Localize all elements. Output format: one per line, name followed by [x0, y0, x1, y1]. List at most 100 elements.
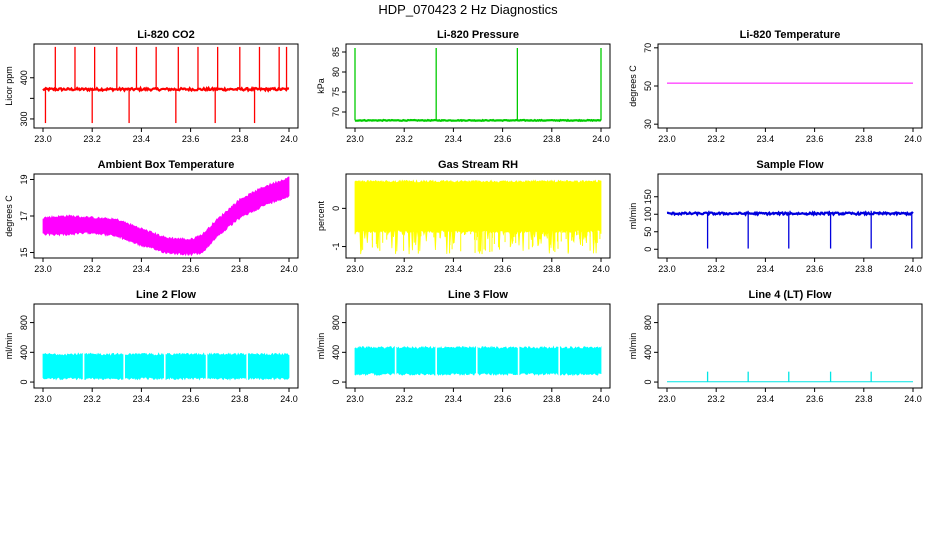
baseline-line: [354, 118, 602, 123]
y-tick-label: 0: [331, 206, 341, 211]
x-tick-label: 23.8: [231, 264, 249, 274]
x-tick-label: 23.4: [133, 394, 151, 404]
panel-9: Line 4 (LT) Flow ml/min 23.0 23.2 23.4 23.6 23…: [628, 289, 923, 404]
y-axis-label: Licor ppm: [4, 66, 14, 106]
x-tick-label: 23.2: [395, 264, 413, 274]
x-tick-label: 23.0: [34, 264, 52, 274]
y-tick-label: 400: [19, 70, 29, 85]
x-tick-label: 23.8: [855, 394, 873, 404]
x-tick-label: 23.0: [658, 264, 676, 274]
y-tick-label: 0: [19, 380, 29, 385]
y-tick-label: 80: [331, 67, 341, 77]
panel-title: Line 2 Flow: [136, 289, 196, 301]
y-tick-label: 70: [331, 107, 341, 117]
x-tick-label: 23.6: [806, 264, 824, 274]
series-ambient-box-temperature: [42, 176, 290, 257]
y-tick-label: 19: [19, 174, 29, 184]
data-band: [354, 179, 602, 255]
x-tick-label: 23.2: [707, 134, 725, 144]
x-tick-label: 24.0: [592, 394, 610, 404]
data-band: [354, 345, 602, 377]
y-axis-label: ml/min: [4, 333, 14, 360]
panel-3: Li-820 Temperature degrees C 23.0 23.2 23.4 2…: [628, 29, 923, 144]
panel-title: Ambient Box Temperature: [98, 159, 235, 171]
plot-frame: [657, 303, 923, 389]
series-line-4-lt-flow: [667, 371, 913, 383]
y-tick-label: -1: [331, 243, 341, 251]
y-axis-label: ml/min: [316, 333, 326, 360]
x-tick-label: 23.2: [83, 134, 101, 144]
y-tick-label: 300: [19, 111, 29, 126]
panel-title: Line 4 (LT) Flow: [749, 289, 832, 301]
x-tick-label: 23.8: [231, 394, 249, 404]
x-tick-label: 24.0: [904, 134, 922, 144]
plot-frame: [657, 173, 923, 259]
x-tick-label: 24.0: [904, 264, 922, 274]
x-tick-label: 23.2: [83, 394, 101, 404]
panel-6: Sample Flow ml/min 23.0 23.2 23.4 23.6 23.8 24.…: [628, 159, 923, 274]
x-tick-label: 23.8: [543, 394, 561, 404]
plot-frame: [33, 43, 299, 129]
y-tick-label: 50: [643, 81, 653, 91]
y-tick-label: 800: [643, 315, 653, 330]
y-tick-label: 800: [331, 315, 341, 330]
y-axis-label: ml/min: [628, 333, 638, 360]
x-tick-label: 23.4: [133, 264, 151, 274]
x-tick-label: 23.2: [83, 264, 101, 274]
panel-title: Li-820 CO2: [137, 29, 194, 41]
panel-2: Li-820 Pressure kPa 23.0 23.2 23.4 23.6 23.8 24…: [316, 29, 611, 144]
panel-title: Gas Stream RH: [438, 159, 518, 171]
y-axis-label: degrees C: [4, 195, 14, 237]
x-tick-label: 23.0: [658, 134, 676, 144]
y-tick-label: 400: [19, 345, 29, 360]
panel-5: Gas Stream RH percent 23.0 23.2 23.4 23.6 23.8…: [316, 159, 611, 274]
x-tick-label: 23.6: [182, 394, 200, 404]
y-tick-label: 70: [643, 43, 653, 53]
y-tick-label: 75: [331, 87, 341, 97]
y-tick-label: 30: [643, 119, 653, 129]
y-axis-label: degrees C: [628, 65, 638, 107]
x-tick-label: 23.6: [494, 264, 512, 274]
page-title: HDP_070423 2 Hz Diagnostics: [378, 2, 558, 17]
y-tick-label: 0: [643, 247, 653, 252]
y-axis-label: kPa: [316, 78, 326, 94]
x-tick-label: 23.8: [543, 134, 561, 144]
x-tick-label: 23.0: [34, 134, 52, 144]
series-gas-stream-rh: [354, 179, 602, 255]
x-tick-label: 23.6: [806, 134, 824, 144]
x-tick-label: 23.4: [445, 394, 463, 404]
x-tick-label: 24.0: [280, 394, 298, 404]
x-tick-label: 24.0: [280, 134, 298, 144]
panel-7: Line 2 Flow ml/min 23.0 23.2 23.4 23.6 23.8 24.…: [4, 289, 299, 404]
x-tick-label: 23.6: [806, 394, 824, 404]
y-tick-label: 100: [643, 207, 653, 222]
x-tick-label: 23.4: [757, 134, 775, 144]
panel-1: Li-820 CO2 Licor ppm 23.0 23.2 23.4 23.6 23.8 2…: [4, 29, 299, 144]
y-tick-label: 17: [19, 211, 29, 221]
plot-frame: [345, 303, 611, 389]
series-li-820-co2: [42, 46, 290, 124]
x-tick-label: 23.4: [133, 134, 151, 144]
y-tick-label: 400: [331, 345, 341, 360]
x-tick-label: 23.4: [445, 134, 463, 144]
plot-frame: [33, 303, 299, 389]
x-tick-label: 23.2: [395, 134, 413, 144]
series-line-3-flow: [354, 345, 602, 377]
x-tick-label: 23.4: [445, 264, 463, 274]
x-tick-label: 23.8: [855, 264, 873, 274]
y-tick-label: 0: [331, 380, 341, 385]
x-tick-label: 23.0: [346, 264, 364, 274]
y-tick-label: 85: [331, 47, 341, 57]
y-tick-label: 0: [643, 380, 653, 385]
x-tick-label: 23.6: [494, 134, 512, 144]
x-tick-label: 24.0: [280, 264, 298, 274]
x-tick-label: 23.8: [855, 134, 873, 144]
panel-4: Ambient Box Temperature degrees C 23.0 23.2…: [4, 159, 299, 274]
y-tick-label: 150: [643, 189, 653, 204]
series-sample-flow: [666, 210, 914, 249]
x-tick-label: 24.0: [592, 134, 610, 144]
x-tick-label: 23.0: [346, 394, 364, 404]
x-tick-label: 23.6: [182, 264, 200, 274]
x-tick-label: 23.4: [757, 264, 775, 274]
